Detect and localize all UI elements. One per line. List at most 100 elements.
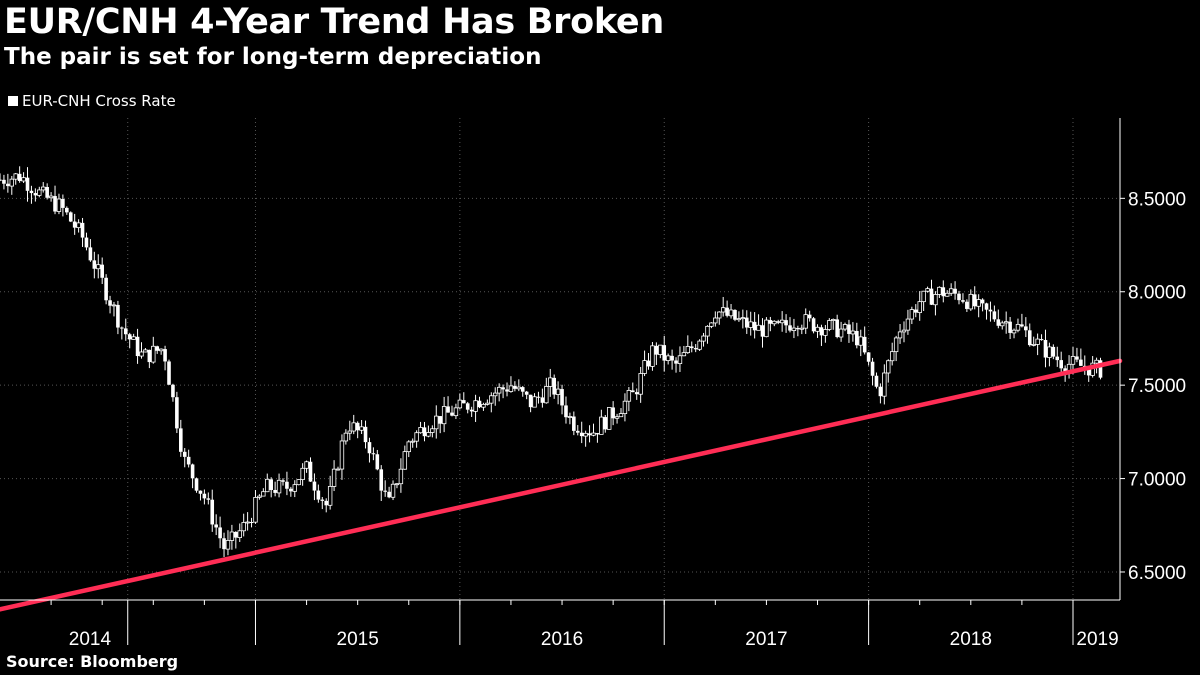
candle-body-down bbox=[953, 288, 957, 294]
candle-body-down bbox=[1059, 360, 1064, 369]
candle-body-down bbox=[289, 488, 293, 492]
candle-body-up bbox=[591, 432, 596, 436]
candle-body-down bbox=[104, 277, 108, 301]
x-tick-label: 2017 bbox=[745, 629, 787, 650]
candle-body-down bbox=[1079, 359, 1083, 366]
candle-body-up bbox=[858, 336, 863, 346]
candle-body-up bbox=[701, 335, 706, 342]
candle-body-down bbox=[218, 527, 222, 539]
candle-body-up bbox=[882, 372, 887, 397]
candle-body-down bbox=[776, 321, 781, 323]
candle-body-down bbox=[603, 417, 608, 430]
candle-body-down bbox=[186, 456, 191, 465]
candle-body-down bbox=[646, 360, 651, 367]
candle-body-down bbox=[100, 264, 104, 278]
candle-body-up bbox=[457, 399, 463, 409]
candle-body-down bbox=[972, 294, 977, 307]
candle-body-down bbox=[670, 355, 674, 361]
candle-body-up bbox=[717, 311, 722, 319]
candle-body-up bbox=[335, 468, 341, 471]
candle-body-down bbox=[33, 193, 38, 196]
candle-body-down bbox=[116, 304, 120, 328]
candle-body-down bbox=[214, 524, 218, 528]
candle-body-up bbox=[685, 346, 691, 354]
candle-body-up bbox=[493, 392, 498, 397]
source-name: Bloomberg bbox=[80, 652, 179, 671]
candle-body-up bbox=[1015, 323, 1021, 331]
candle-body-up bbox=[253, 497, 258, 523]
candle-body-up bbox=[728, 309, 734, 317]
candle-body-down bbox=[355, 422, 360, 431]
candle-body-down bbox=[1020, 324, 1024, 327]
candle-body-up bbox=[705, 325, 710, 337]
candle-body-down bbox=[1098, 360, 1103, 378]
candle-body-down bbox=[6, 183, 10, 187]
candle-body-up bbox=[343, 432, 349, 442]
candle-body-down bbox=[513, 385, 517, 389]
candle-body-down bbox=[788, 325, 792, 331]
candle-body-down bbox=[752, 321, 757, 331]
candle-body-down bbox=[316, 490, 321, 500]
candle-body-up bbox=[331, 468, 337, 487]
candle-body-up bbox=[850, 330, 856, 335]
candle-body-down bbox=[929, 288, 934, 305]
candle-body-up bbox=[720, 307, 726, 313]
candle-body-down bbox=[744, 317, 749, 328]
candle-body-up bbox=[748, 321, 753, 328]
candle-body-down bbox=[1027, 330, 1032, 346]
candle-body-down bbox=[108, 300, 112, 306]
y-tick-label: 7.0000 bbox=[1128, 470, 1186, 491]
candle-body-down bbox=[167, 361, 171, 385]
candle-body-up bbox=[434, 415, 439, 430]
candle-body-up bbox=[304, 461, 309, 469]
candle-body-down bbox=[611, 407, 615, 419]
candle-body-down bbox=[29, 190, 34, 194]
candle-body-down bbox=[147, 349, 152, 363]
candle-body-down bbox=[194, 478, 199, 491]
candle-body-up bbox=[1031, 344, 1036, 346]
candle-body-down bbox=[1075, 356, 1079, 360]
candle-body-up bbox=[481, 403, 486, 408]
candle-body-down bbox=[961, 300, 965, 302]
candle-body-down bbox=[234, 531, 238, 538]
candle-body-down bbox=[249, 522, 254, 524]
candle-body-down bbox=[524, 391, 529, 395]
candle-body-down bbox=[273, 489, 277, 493]
candle-body-down bbox=[505, 389, 509, 392]
candle-body-down bbox=[847, 324, 851, 334]
candle-body-up bbox=[508, 385, 514, 392]
candle-body-up bbox=[394, 483, 400, 486]
candle-body-up bbox=[713, 317, 718, 324]
candle-body-down bbox=[760, 325, 765, 337]
candle-body-up bbox=[21, 177, 26, 182]
candle-body-down bbox=[155, 346, 160, 351]
candle-body-down bbox=[269, 479, 273, 490]
candle-body-up bbox=[681, 352, 687, 357]
candle-body-down bbox=[190, 464, 195, 479]
trendline bbox=[0, 358, 1123, 612]
candle-body-down bbox=[92, 260, 97, 269]
candle-body-down bbox=[53, 196, 57, 212]
source-note: Source: Bloomberg bbox=[6, 652, 178, 671]
candle-body-down bbox=[198, 490, 203, 494]
candle-body-down bbox=[996, 319, 1001, 326]
candle-body-up bbox=[658, 344, 663, 356]
candle-body-down bbox=[784, 320, 788, 326]
candle-body-down bbox=[202, 493, 207, 499]
candle-body-down bbox=[811, 318, 816, 332]
candle-body-up bbox=[1011, 329, 1017, 334]
candle-body-up bbox=[453, 407, 459, 417]
candle-body-down bbox=[222, 538, 226, 550]
candle-body-up bbox=[41, 186, 46, 191]
candle-body-down bbox=[461, 400, 466, 404]
candle-body-down bbox=[595, 433, 600, 435]
candle-body-up bbox=[917, 301, 922, 313]
candle-body-up bbox=[398, 468, 404, 485]
candle-body-up bbox=[976, 299, 981, 307]
candle-body-down bbox=[61, 198, 65, 208]
candle-body-down bbox=[363, 426, 368, 443]
candle-body-up bbox=[831, 319, 836, 321]
candle-body-down bbox=[375, 454, 380, 470]
candle-body-up bbox=[555, 388, 561, 395]
candle-body-up bbox=[48, 195, 54, 199]
